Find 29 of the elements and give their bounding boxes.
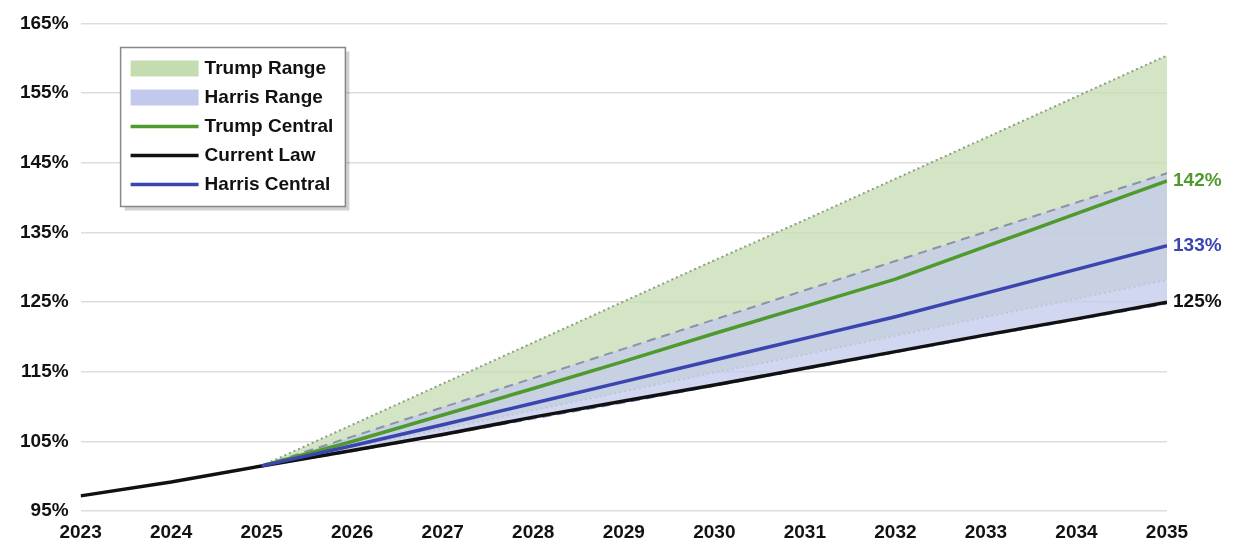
y-tick-label: 165% bbox=[19, 11, 69, 33]
x-tick-label: 2023 bbox=[59, 520, 102, 542]
x-tick-label: 2029 bbox=[602, 520, 645, 542]
y-tick-label: 115% bbox=[21, 360, 69, 382]
legend-label: Harris Range bbox=[204, 85, 323, 107]
x-tick-label: 2031 bbox=[783, 520, 827, 542]
y-tick-label: 95% bbox=[30, 499, 69, 521]
data-label: 133% bbox=[1173, 233, 1222, 255]
x-tick-label: 2027 bbox=[421, 520, 464, 542]
x-tick-label: 2030 bbox=[693, 520, 736, 542]
x-tick-label: 2033 bbox=[964, 520, 1008, 542]
y-tick-label: 125% bbox=[19, 290, 69, 312]
y-tick-label: 105% bbox=[19, 429, 69, 451]
x-tick-label: 2034 bbox=[1055, 520, 1099, 542]
y-tick-label: 155% bbox=[19, 81, 69, 103]
legend-label: Harris Central bbox=[204, 172, 331, 194]
x-tick-label: 2025 bbox=[240, 520, 284, 542]
y-tick-label: 145% bbox=[19, 151, 69, 173]
x-tick-label: 2032 bbox=[874, 520, 917, 542]
x-tick-label: 2024 bbox=[149, 520, 193, 542]
x-tick-label: 2026 bbox=[331, 520, 374, 542]
legend-label: Trump Range bbox=[204, 56, 326, 78]
legend-label: Current Law bbox=[204, 143, 316, 165]
y-tick-label: 135% bbox=[19, 220, 69, 242]
legend-label: Trump Central bbox=[204, 114, 334, 136]
x-tick-label: 2035 bbox=[1145, 520, 1189, 542]
x-tick-label: 2028 bbox=[512, 520, 555, 542]
data-label: 142% bbox=[1173, 169, 1222, 191]
data-label: 125% bbox=[1173, 290, 1222, 312]
